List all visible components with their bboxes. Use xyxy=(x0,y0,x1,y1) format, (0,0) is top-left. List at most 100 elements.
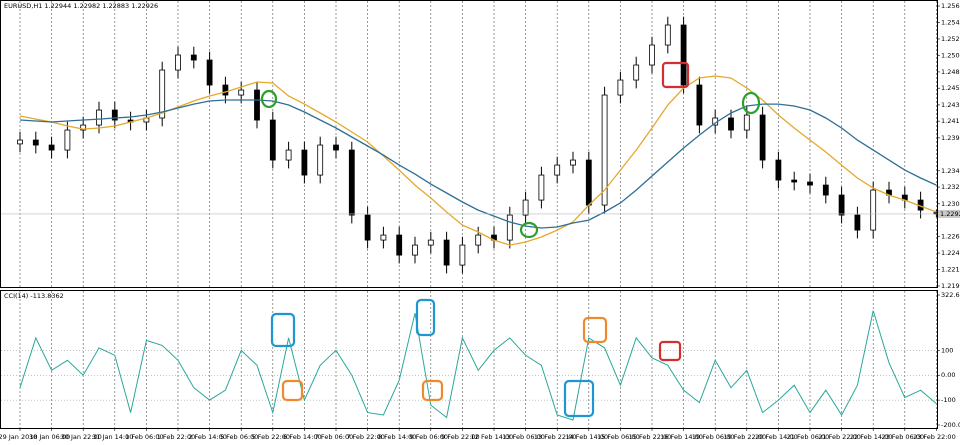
y-tick-label: 1.24365 xyxy=(941,101,960,109)
y-tick-label: 1.24585 xyxy=(941,84,960,92)
candle-body xyxy=(601,94,608,206)
indicator-title: CCI(14) -113.8362 xyxy=(4,292,64,300)
x-tick-label: 6 Feb 14:00 xyxy=(283,433,322,441)
candle-body xyxy=(48,144,55,151)
cci-panel xyxy=(0,290,938,429)
candle-body xyxy=(111,109,118,121)
candle-body xyxy=(522,199,529,216)
y-tick-label: 1.23280 xyxy=(941,183,960,191)
x-tick-label: 1 Feb 06:00 xyxy=(125,433,164,441)
x-tick-label: 30 Jan 06:00 xyxy=(29,433,70,441)
x-tick-label: 14 Feb 14:00 xyxy=(565,433,608,441)
candle-body xyxy=(475,234,482,246)
x-tick-label: 2 Feb 14:00 xyxy=(188,433,227,441)
y-tick-label: 1.23930 xyxy=(941,134,960,142)
x-tick-label: 1 Feb 22:00 xyxy=(157,433,196,441)
candle-body xyxy=(585,159,592,206)
y-tick-label: 1.23495 xyxy=(941,167,960,175)
y-tick-label: 1.25020 xyxy=(941,51,960,59)
candle-body xyxy=(254,89,260,121)
candle-body xyxy=(159,69,166,119)
x-tick-label: 9 Feb 22:00 xyxy=(441,433,480,441)
annotation-box xyxy=(270,312,296,348)
y-tick-label: -100 xyxy=(941,396,956,404)
x-tick-label: 22 Feb 14:00 xyxy=(850,433,893,441)
x-tick-label: 15 Feb 22:00 xyxy=(629,433,672,441)
candle-body xyxy=(633,64,640,81)
y-tick-label: -200.031 xyxy=(941,421,960,429)
x-tick-label: 5 Feb 22:00 xyxy=(252,433,291,441)
candle-body xyxy=(680,24,687,86)
x-tick-label: 7 Feb 22:00 xyxy=(346,433,385,441)
y-tick-label: 1.21975 xyxy=(941,282,960,290)
x-tick-label: 19 Feb 22:00 xyxy=(723,433,766,441)
x-tick-label: 15 Feb 06:00 xyxy=(597,433,640,441)
candle-body xyxy=(838,194,845,216)
candle-body xyxy=(538,174,545,201)
candle-body xyxy=(807,181,813,186)
y-tick-label: 1.22410 xyxy=(941,249,960,257)
y-tick-label: 1.25455 xyxy=(941,18,960,26)
moving-average xyxy=(19,99,937,229)
candle-body xyxy=(317,144,324,176)
y-tick-label: 100 xyxy=(941,346,953,354)
x-tick-label: 19 Feb 06:00 xyxy=(692,433,735,441)
candle-body xyxy=(759,114,766,161)
y-tick-label: 1.22630 xyxy=(941,232,960,240)
candle-body xyxy=(80,124,87,131)
y-tick-label: 322.6027 xyxy=(941,291,960,299)
candle-body xyxy=(348,149,355,216)
candle-body xyxy=(333,144,339,151)
candle-body xyxy=(822,184,829,196)
candle-body xyxy=(17,139,23,145)
x-tick-label: 23 Feb 22:00 xyxy=(913,433,956,441)
x-tick-label: 8 Feb 14:00 xyxy=(378,433,417,441)
candle-body xyxy=(649,44,655,66)
candle-body xyxy=(570,159,576,166)
annotation-box xyxy=(421,379,444,402)
candle-body xyxy=(743,114,750,131)
candle-body xyxy=(222,84,229,96)
candle-body xyxy=(285,149,292,161)
x-tick-label: 30 Jan 22:00 xyxy=(61,433,102,441)
annotation-box xyxy=(658,340,682,362)
x-tick-label: 23 Feb 06:00 xyxy=(881,433,924,441)
x-tick-label: 21 Feb 06:00 xyxy=(787,433,830,441)
main-panel xyxy=(0,0,938,288)
candle-body xyxy=(459,244,466,266)
candle-body xyxy=(64,129,71,151)
x-tick-label: 9 Feb 06:00 xyxy=(410,433,449,441)
candle-body xyxy=(443,239,450,266)
candle-body xyxy=(301,149,308,176)
x-tick-label: 5 Feb 06:00 xyxy=(220,433,259,441)
candle-body xyxy=(427,239,434,246)
y-tick-label: 1.22195 xyxy=(941,265,960,273)
candle-body xyxy=(175,54,181,71)
candle-body xyxy=(617,79,624,96)
x-tick-label: 12 Feb 14:00 xyxy=(471,433,514,441)
annotation-circle xyxy=(741,91,761,115)
x-tick-label: 13 Feb 06:00 xyxy=(502,433,545,441)
candle-body xyxy=(380,234,387,241)
candle-body xyxy=(791,179,798,183)
chart-title: EURUSD,H1 1.22944 1.22982 1.22883 1.2292… xyxy=(4,2,158,10)
x-tick-label: 16 Feb 14:00 xyxy=(660,433,703,441)
candle-body xyxy=(96,109,102,126)
x-tick-label: 29 Jan 2018 xyxy=(0,433,37,441)
candle-body xyxy=(190,54,197,61)
candle-body xyxy=(32,139,39,146)
candle-body xyxy=(412,244,418,256)
x-tick-label: 7 Feb 06:00 xyxy=(315,433,354,441)
last-price-tag xyxy=(938,209,960,218)
x-tick-label: 21 Feb 22:00 xyxy=(818,433,861,441)
annotation-circle xyxy=(260,89,278,109)
y-tick-label: 1.24150 xyxy=(941,117,960,125)
candle-body xyxy=(269,119,276,161)
x-tick-label: 13 Feb 22:00 xyxy=(534,433,577,441)
candle-body xyxy=(506,214,513,241)
annotation-box xyxy=(415,298,436,337)
candle-body xyxy=(364,214,371,241)
candle-body xyxy=(775,159,782,181)
